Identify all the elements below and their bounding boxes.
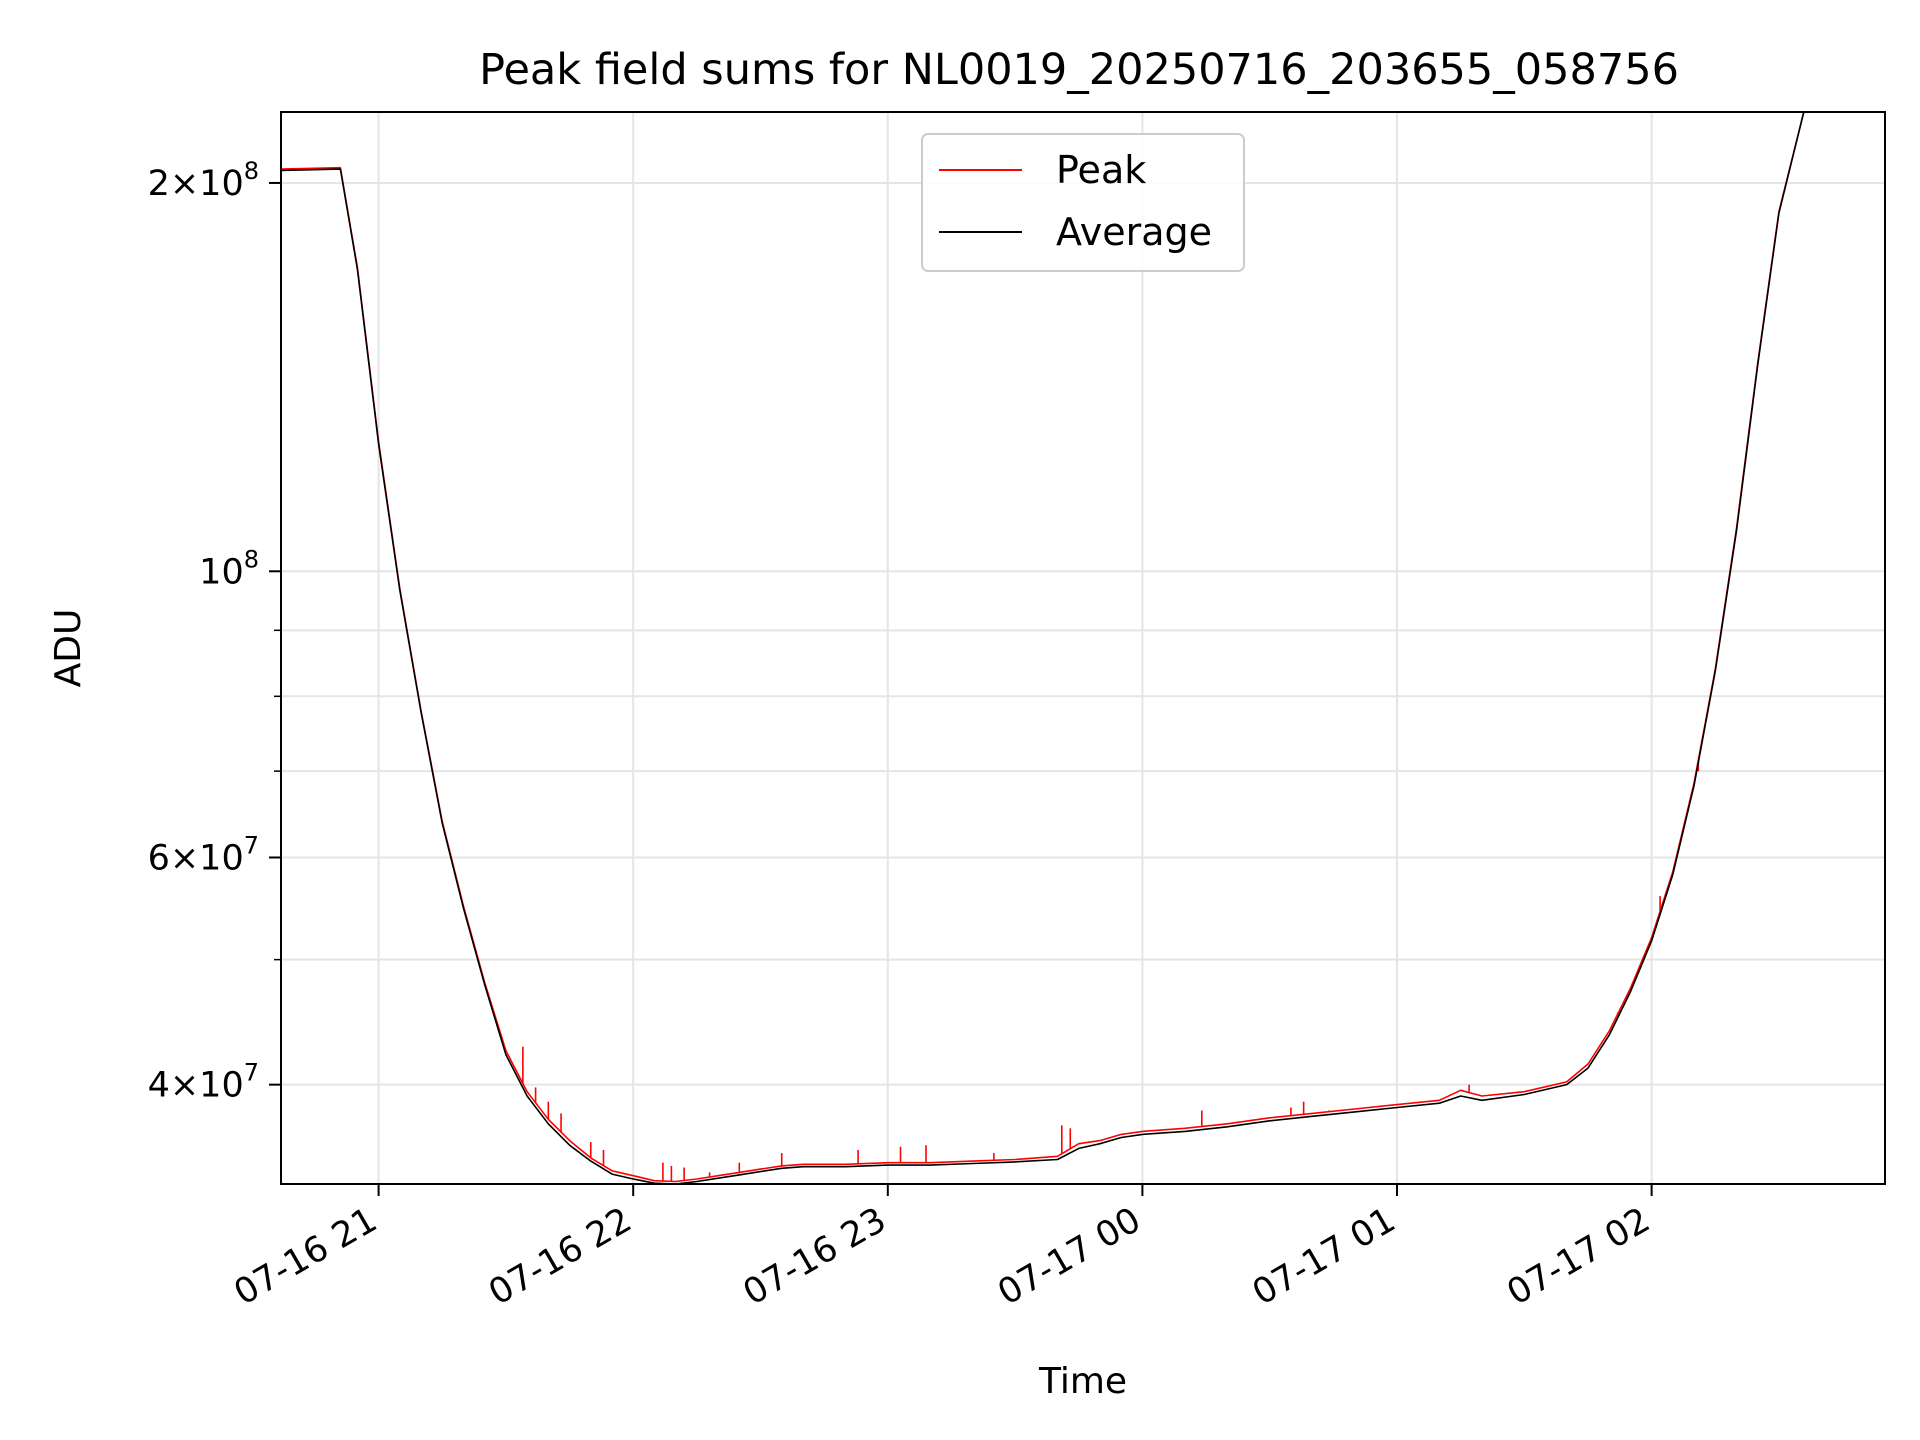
plot-series — [281, 112, 1805, 1184]
chart-title: Peak field sums for NL0019_20250716_2036… — [479, 45, 1679, 95]
legend: Peak Average — [921, 133, 1245, 272]
legend-label-peak: Peak — [1056, 148, 1146, 192]
y-tick-label: 2×108 — [148, 157, 259, 204]
plot-area-frame — [280, 111, 1886, 1185]
y-tick-label: 4×107 — [148, 1059, 259, 1106]
y-tick-label: 108 — [199, 545, 259, 592]
y-axis-label: ADU — [48, 609, 89, 688]
x-axis-label: Time — [1038, 1361, 1127, 1402]
legend-box — [921, 133, 1245, 272]
grid-lines — [281, 112, 1885, 1184]
y-tick-label: 6×107 — [148, 831, 259, 878]
legend-label-average: Average — [1056, 210, 1212, 254]
series-line-peak — [281, 112, 1805, 1183]
series-line-average — [281, 112, 1805, 1184]
